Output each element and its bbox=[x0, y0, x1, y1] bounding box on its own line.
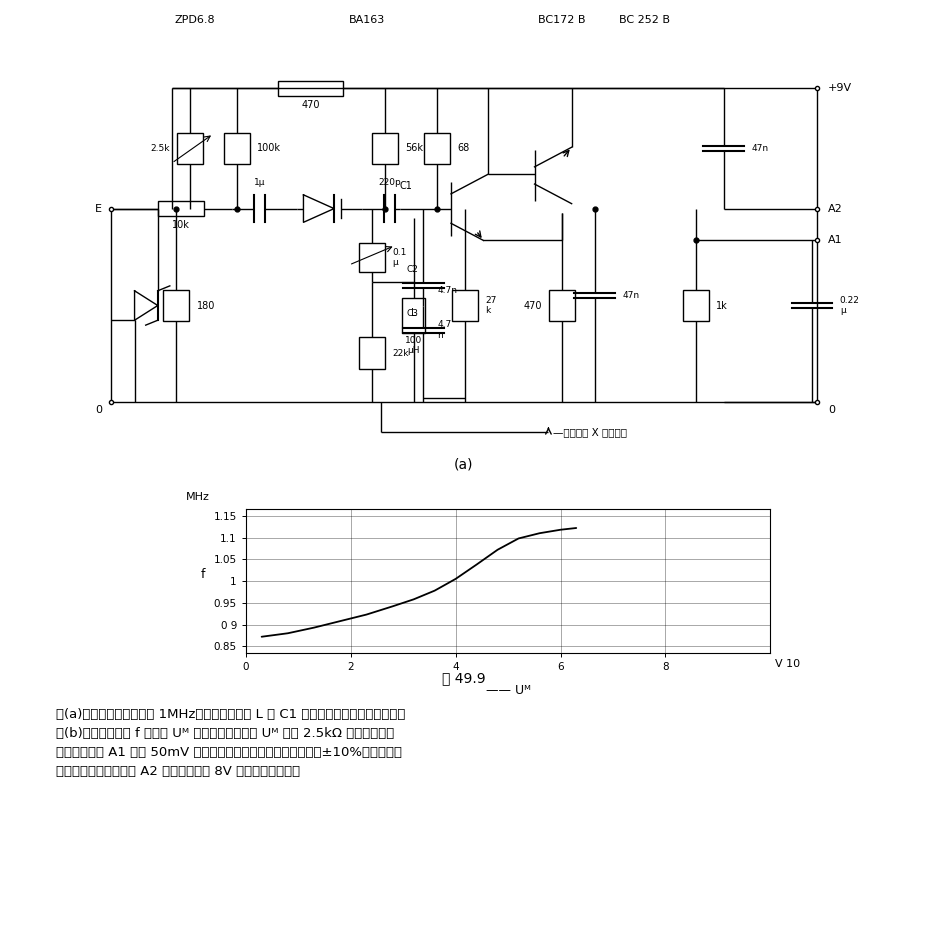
Text: V 10: V 10 bbox=[775, 658, 800, 669]
Text: 100
μH: 100 μH bbox=[405, 336, 422, 356]
Text: —至示波器 X 轴轴入端: —至示波器 X 轴轴入端 bbox=[552, 427, 627, 437]
Text: 0: 0 bbox=[827, 405, 834, 415]
Text: +9V: +9V bbox=[827, 83, 851, 94]
Y-axis label: f: f bbox=[200, 568, 205, 582]
Text: 1μ: 1μ bbox=[254, 179, 265, 187]
Text: L: L bbox=[411, 307, 416, 318]
Text: 图 49.9: 图 49.9 bbox=[441, 671, 486, 685]
Text: C2: C2 bbox=[406, 265, 418, 273]
Text: 4.7n: 4.7n bbox=[437, 286, 457, 295]
Bar bbox=[682, 290, 708, 321]
Text: C3: C3 bbox=[406, 308, 418, 318]
Text: —— Uᴹ: —— Uᴹ bbox=[485, 684, 530, 697]
Text: ZPD6.8: ZPD6.8 bbox=[174, 15, 215, 25]
Text: 22k: 22k bbox=[392, 349, 409, 357]
Text: 47n: 47n bbox=[751, 144, 768, 153]
Bar bbox=[549, 290, 575, 321]
Text: 0.1
μ: 0.1 μ bbox=[392, 248, 406, 268]
Text: C1: C1 bbox=[400, 181, 413, 192]
Text: 10k: 10k bbox=[171, 219, 190, 230]
Bar bbox=[223, 132, 249, 165]
Bar bbox=[359, 337, 385, 369]
Bar bbox=[158, 201, 204, 216]
Bar bbox=[451, 290, 477, 321]
Text: 0: 0 bbox=[95, 405, 102, 415]
Text: 0.22
μ: 0.22 μ bbox=[839, 295, 858, 315]
Text: 100k: 100k bbox=[257, 144, 281, 154]
Text: 220p: 220p bbox=[378, 179, 400, 187]
Text: E: E bbox=[95, 204, 102, 214]
Bar bbox=[359, 243, 385, 272]
Text: 4.7
n: 4.7 n bbox=[437, 320, 451, 340]
Text: 68: 68 bbox=[457, 144, 469, 154]
Text: 27
k: 27 k bbox=[485, 295, 496, 315]
Bar bbox=[163, 290, 189, 321]
Text: 1k: 1k bbox=[716, 301, 728, 310]
Text: 470: 470 bbox=[523, 301, 541, 310]
Text: A2: A2 bbox=[827, 204, 842, 214]
Bar bbox=[424, 132, 450, 165]
Text: BC172 B: BC172 B bbox=[537, 15, 585, 25]
Text: A1: A1 bbox=[827, 235, 842, 245]
Text: 470: 470 bbox=[301, 100, 320, 109]
Text: BA163: BA163 bbox=[348, 15, 385, 25]
Text: BC 252 B: BC 252 B bbox=[619, 15, 669, 25]
Bar bbox=[278, 81, 343, 95]
Text: 图(a)电路中心频率调整为 1MHz，改变振荡回路 L 和 C1 的数值也可以改变中心频率。
图(b)示出中心频率 f 同电压 Uᴹ 的关系曲线，电压 Uᴹ 可: 图(a)电路中心频率调整为 1MHz，改变振荡回路 L 和 C1 的数值也可以改… bbox=[56, 708, 404, 778]
Text: (a): (a) bbox=[453, 457, 474, 471]
Bar bbox=[177, 132, 203, 165]
Text: 2.5k: 2.5k bbox=[150, 144, 170, 153]
Text: MHz: MHz bbox=[185, 492, 210, 502]
Text: 180: 180 bbox=[197, 301, 215, 310]
Bar bbox=[372, 132, 398, 165]
Text: 47n: 47n bbox=[622, 291, 639, 300]
Text: 56k: 56k bbox=[405, 144, 423, 154]
Bar bbox=[402, 298, 425, 332]
